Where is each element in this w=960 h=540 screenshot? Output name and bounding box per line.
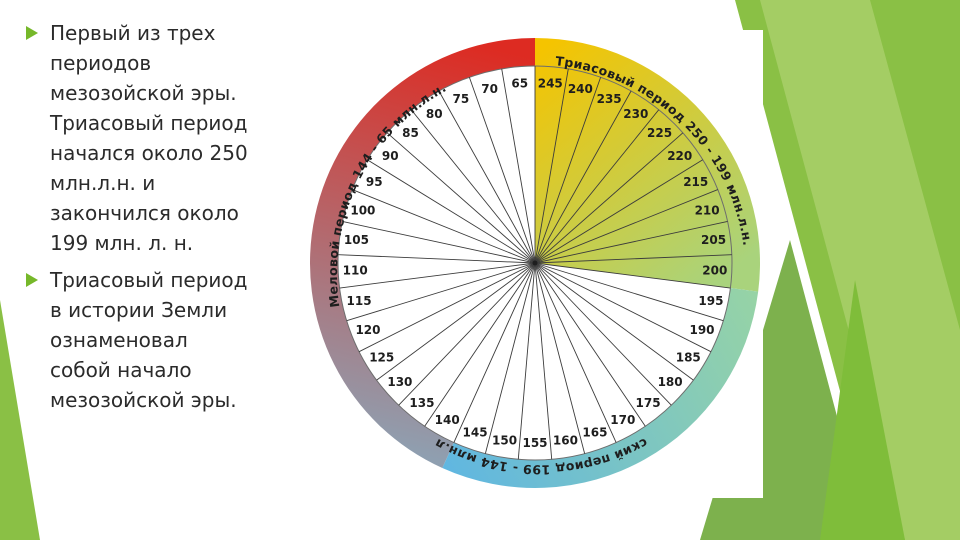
dial-spoke [534,262,731,289]
tick-label: 115 [347,294,372,308]
dial-spoke [534,254,732,264]
tick-label: 175 [636,396,661,410]
deco-shape-right-light [760,0,960,540]
tick-label: 185 [676,350,701,364]
dial-spoke [534,109,660,264]
tick-label: 205 [701,233,726,247]
tick-label: 200 [702,264,727,278]
deco-shape-bottom-2 [820,280,905,540]
tick-label: 80 [426,107,443,121]
dial-spoke [534,262,617,443]
arrow-bullet-icon [26,273,38,287]
dial-spoke [376,262,536,381]
dial-spoke [386,132,536,264]
dial-spoke [534,262,553,460]
tick-label: 220 [667,149,692,163]
dial-spoke [501,68,536,264]
tick-label: 195 [698,294,723,308]
dial-spoke [534,221,728,264]
bullet-list: Первый из трех периодов мезозойской эры.… [24,18,314,422]
tick-label: 245 [538,77,563,91]
tick-label: 135 [409,396,434,410]
dial-spoke [352,189,536,264]
dial-spoke [534,90,632,264]
tick-label: 75 [453,92,470,106]
tick-label: 70 [481,82,498,96]
tick-label: 215 [683,175,708,189]
dial-spoke [398,262,536,406]
bullet-text: Триасовый период в истории Земли ознамен… [50,268,248,412]
tick-label: 240 [568,82,593,96]
tick-label: 235 [597,92,622,106]
dial-spoke [410,109,536,264]
tick-label: 210 [695,203,720,217]
tick-label: 100 [350,203,375,217]
dial-spoke [517,262,536,460]
tick-label: 190 [689,323,714,337]
tick-label: 95 [366,175,383,189]
dial-spoke [367,159,536,264]
dial-spoke [438,90,536,264]
tick-label: 130 [387,375,412,389]
dial-spoke [346,262,536,322]
dial-spoke [453,262,536,443]
tick-label: 65 [511,77,528,91]
tick-label: 145 [463,426,488,440]
dial-spoke [534,262,694,381]
tick-label: 230 [623,107,648,121]
bullet-item: Первый из трех периодов мезозойской эры.… [24,18,314,258]
dial-spoke [339,262,536,289]
tick-label: 165 [582,426,607,440]
tick-label: 155 [522,436,547,450]
tick-label: 120 [355,323,380,337]
deco-shape-left [0,300,40,540]
tick-label: 225 [647,126,672,140]
dial-spoke [534,262,724,322]
tick-label: 140 [435,413,460,427]
dial-spoke [468,77,536,264]
dial-spoke [534,262,586,454]
dial-spoke [534,132,684,264]
tick-label: 90 [382,149,399,163]
dial-spoke [424,262,536,427]
dial-spoke [342,221,536,264]
dial-spoke [534,262,672,406]
tick-label: 170 [610,413,635,427]
dial-spoke [534,262,712,353]
tick-label: 125 [369,350,394,364]
tick-label: 110 [343,264,368,278]
tick-label: 85 [402,126,419,140]
dial-spoke [534,77,602,264]
dial-spoke [338,254,536,264]
tick-label: 180 [658,375,683,389]
dial-spoke [534,262,646,427]
tick-label: 150 [492,433,517,447]
bullet-text: Первый из трех периодов мезозойской эры.… [50,21,248,255]
dial-spoke [534,68,569,264]
tick-label: 105 [344,233,369,247]
dial-spoke [534,189,718,264]
arrow-bullet-icon [26,26,38,40]
bullet-item: Триасовый период в истории Земли ознамен… [24,265,314,415]
dial-spoke [484,262,536,454]
dial-spoke [534,159,703,264]
dial-spoke [358,262,536,353]
dial-center [532,260,538,266]
tick-label: 160 [553,433,578,447]
